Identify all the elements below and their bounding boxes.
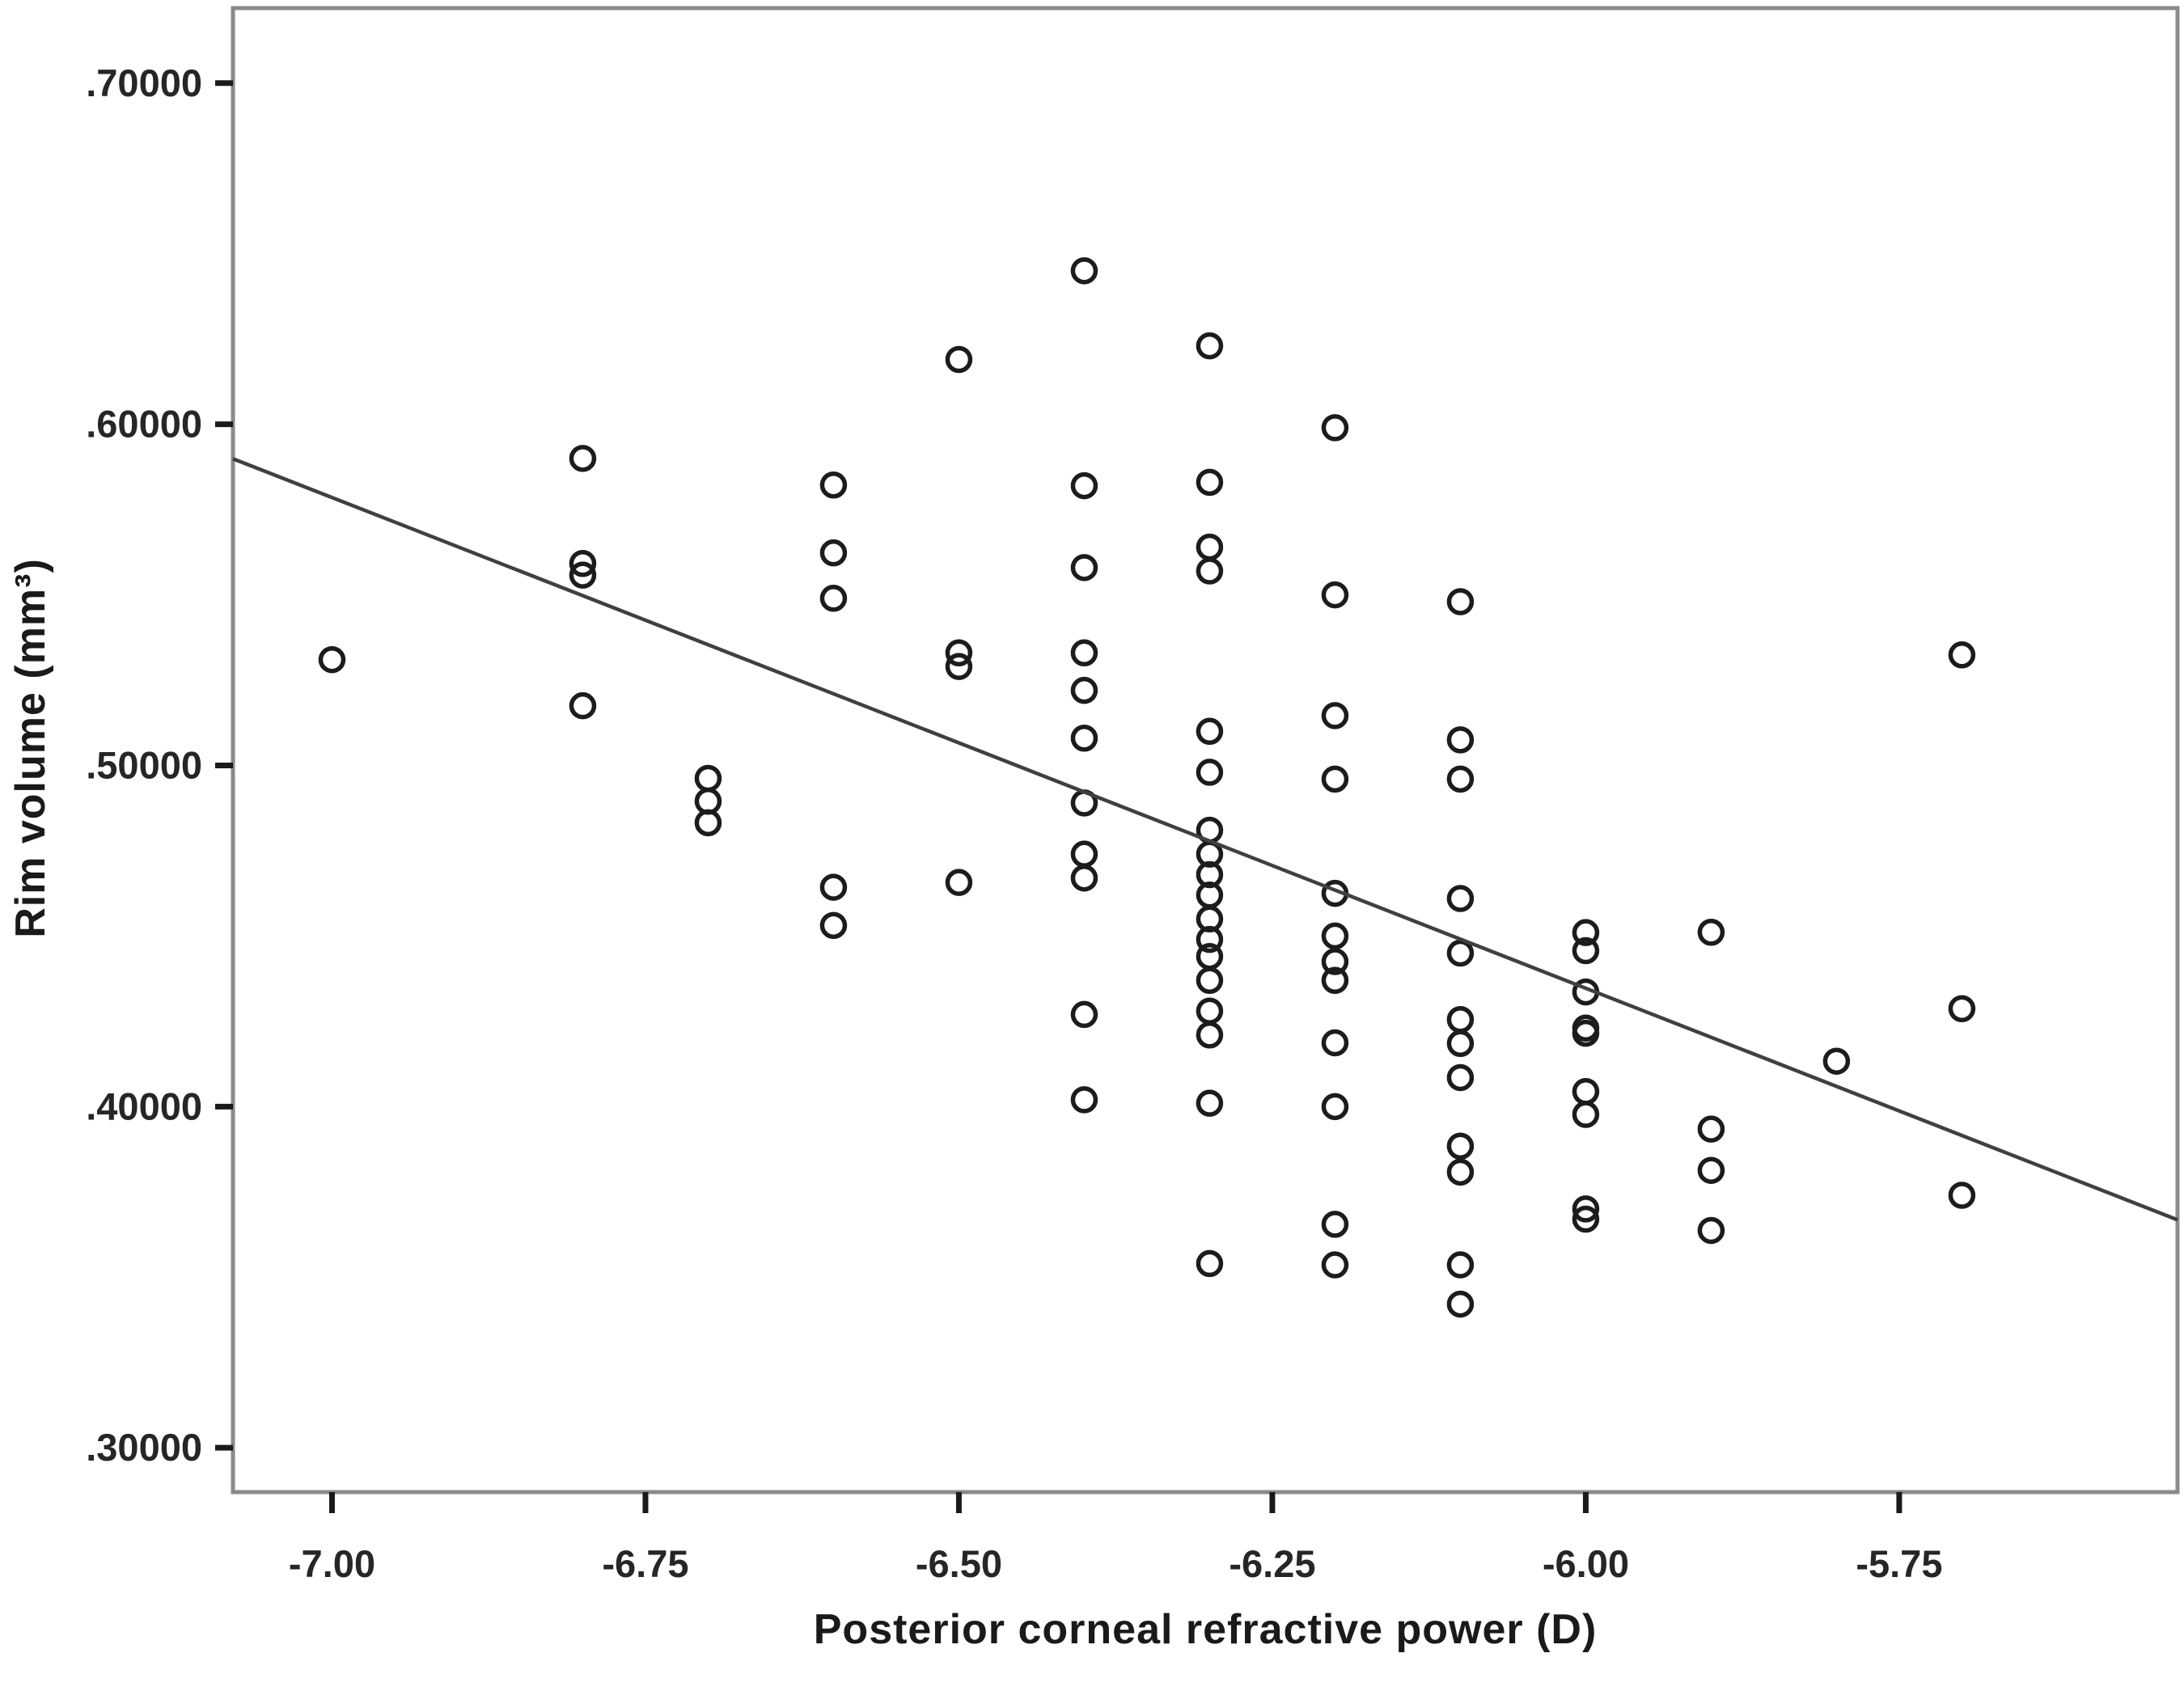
data-point xyxy=(1070,639,1098,667)
data-point xyxy=(1196,997,1224,1025)
data-point xyxy=(1321,922,1349,950)
data-point xyxy=(1321,1093,1349,1121)
data-point xyxy=(1321,948,1349,975)
data-point xyxy=(1446,1290,1475,1318)
data-point xyxy=(1948,1182,1976,1209)
data-point xyxy=(318,645,346,674)
data-point xyxy=(1196,332,1224,360)
data-point xyxy=(1446,939,1475,967)
data-point xyxy=(1196,966,1224,994)
data-point xyxy=(1446,1063,1475,1092)
data-point xyxy=(1572,1195,1600,1223)
data-point xyxy=(1446,588,1475,615)
y-tick-label: .70000 xyxy=(86,61,202,104)
data-point xyxy=(1321,581,1349,609)
data-point xyxy=(945,345,973,374)
data-point xyxy=(1572,1205,1600,1233)
fit-line xyxy=(232,457,2178,1222)
data-point xyxy=(1070,840,1098,868)
data-point xyxy=(1196,1089,1224,1117)
data-point xyxy=(1948,641,1976,669)
data-point xyxy=(1196,468,1224,497)
data-point xyxy=(1070,724,1098,752)
data-point xyxy=(1572,937,1600,965)
data-point xyxy=(1697,1115,1725,1143)
data-point xyxy=(1446,885,1475,912)
y-tick-label: .30000 xyxy=(86,1426,202,1469)
data-point xyxy=(1321,1029,1349,1057)
data-point xyxy=(945,653,973,680)
data-point xyxy=(1196,1021,1224,1049)
data-point xyxy=(1446,1132,1475,1161)
data-point xyxy=(1697,1156,1725,1184)
y-tick-label: .50000 xyxy=(86,743,202,786)
x-tick-label: -6.50 xyxy=(916,1542,1002,1585)
x-tick-label: -6.75 xyxy=(602,1542,688,1585)
data-point xyxy=(1446,1251,1475,1279)
data-point xyxy=(1446,1030,1475,1058)
data-point xyxy=(694,764,722,793)
data-point xyxy=(1948,995,1976,1023)
x-tick-label: -5.75 xyxy=(1856,1542,1942,1585)
y-axis-title: Rim volume (mm³) xyxy=(7,558,54,938)
x-tick-label: -7.00 xyxy=(289,1542,375,1585)
data-point xyxy=(819,471,848,499)
data-point xyxy=(1572,919,1600,946)
data-point xyxy=(694,809,722,837)
data-point xyxy=(1196,533,1224,561)
data-point xyxy=(1446,1158,1475,1186)
data-point xyxy=(819,539,848,567)
data-point xyxy=(1572,1019,1600,1047)
data-point xyxy=(1196,759,1224,786)
data-point xyxy=(1070,554,1098,581)
data-point xyxy=(1321,702,1349,729)
data-point xyxy=(1446,726,1475,754)
data-point xyxy=(1196,925,1224,953)
x-axis-title: Posterior corneal refractive power (D) xyxy=(813,1606,1598,1653)
data-point xyxy=(1822,1047,1851,1075)
data-point xyxy=(569,691,597,720)
y-tick-label: .60000 xyxy=(86,403,202,446)
data-point xyxy=(1070,676,1098,704)
data-point xyxy=(1070,257,1098,285)
data-point xyxy=(1572,1078,1600,1106)
data-point xyxy=(819,911,848,940)
data-point xyxy=(1321,414,1349,442)
data-point xyxy=(1070,1000,1098,1029)
data-point xyxy=(1196,717,1224,746)
data-point xyxy=(1446,765,1475,793)
data-point xyxy=(1070,471,1098,500)
data-point xyxy=(1070,1086,1098,1114)
data-point xyxy=(569,550,597,577)
data-point xyxy=(1070,864,1098,892)
data-point xyxy=(1196,1249,1224,1278)
data-point xyxy=(569,561,597,589)
data-point xyxy=(1321,1211,1349,1238)
data-point xyxy=(819,585,848,612)
plot-frame xyxy=(231,6,2180,1495)
x-tick-label: -6.25 xyxy=(1229,1542,1315,1585)
x-tick-label: -6.00 xyxy=(1543,1542,1629,1585)
data-point xyxy=(1321,966,1349,994)
y-tick-label: .40000 xyxy=(86,1084,202,1127)
data-point xyxy=(1196,557,1224,585)
data-point xyxy=(569,445,597,472)
data-point xyxy=(1572,1101,1600,1128)
data-point xyxy=(1446,1006,1475,1034)
data-point xyxy=(1321,1251,1349,1279)
data-point xyxy=(945,869,973,896)
data-point xyxy=(1697,1216,1725,1245)
data-point xyxy=(819,873,848,901)
data-point xyxy=(694,788,722,815)
data-point xyxy=(945,639,973,667)
data-point xyxy=(1697,919,1725,946)
data-point xyxy=(1321,765,1349,793)
